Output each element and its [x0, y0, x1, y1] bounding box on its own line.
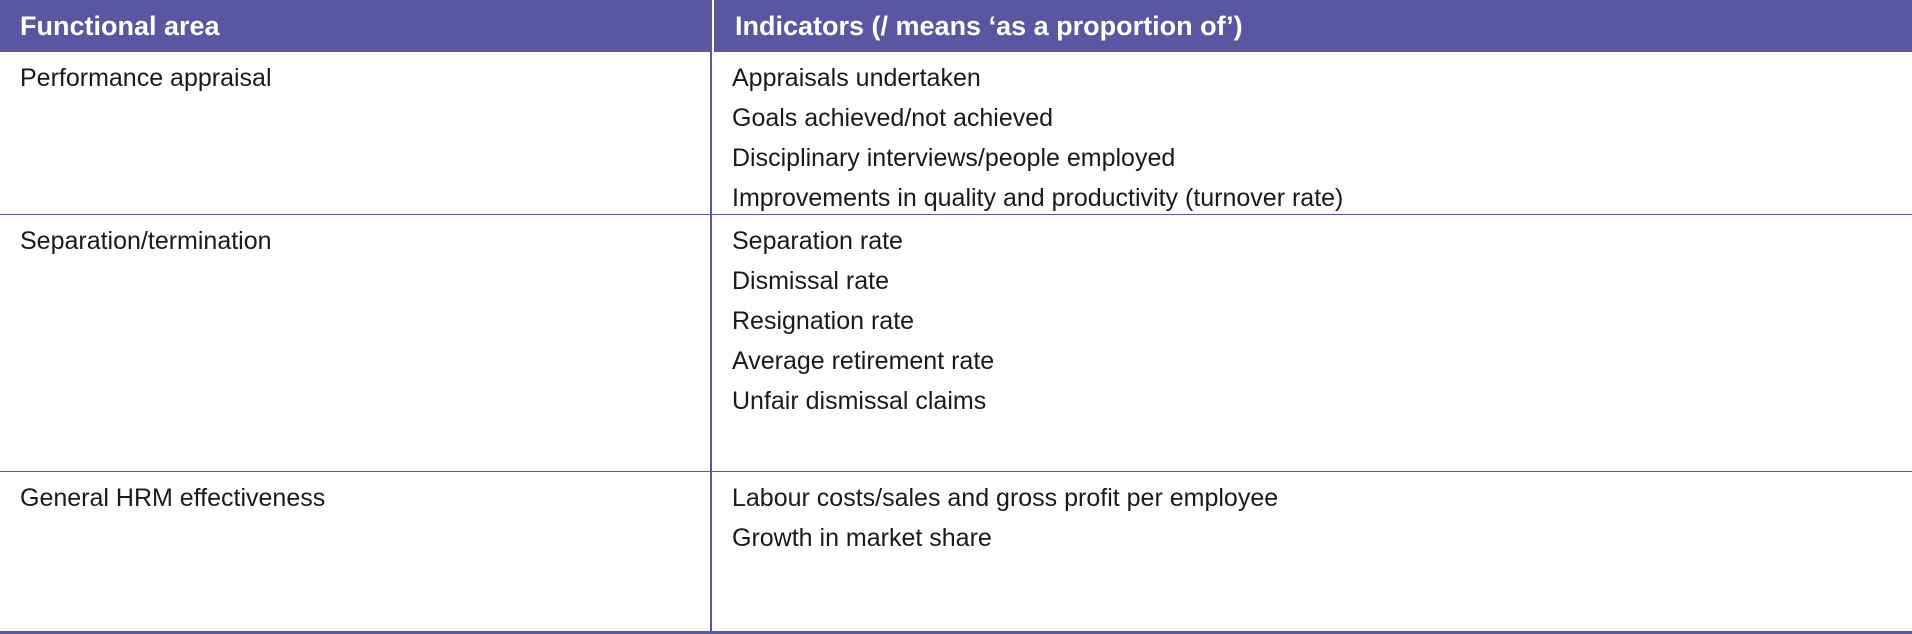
- indicator-item: Appraisals undertaken: [732, 64, 981, 92]
- indicator-item: Average retirement rate: [732, 347, 995, 375]
- indicator-item: Dismissal rate: [732, 267, 889, 295]
- functional-area-cell: Performance appraisal: [0, 52, 712, 214]
- table-header: Functional area Indicators (/ means ‘as …: [0, 0, 1912, 52]
- indicator-item: Unfair dismissal claims: [732, 387, 987, 415]
- indicator-item: Goals achieved/not achieved: [732, 104, 1054, 132]
- indicators-cell: Separation rate Dismissal rate Resignati…: [712, 215, 1912, 471]
- indicator-item: Disciplinary interviews/people employed: [732, 144, 1176, 172]
- indicator-item: Growth in market share: [732, 524, 992, 552]
- table-row: General HRM effectiveness Labour costs/s…: [0, 472, 1912, 634]
- header-indicators: Indicators (/ means ‘as a proportion of’…: [712, 0, 1912, 52]
- header-functional-area: Functional area: [20, 10, 220, 41]
- indicator-item: Labour costs/sales and gross profit per …: [732, 484, 1279, 512]
- indicator-item: Improvements in quality and productivity…: [732, 184, 1344, 212]
- functional-area-cell: Separation/termination: [0, 215, 712, 471]
- indicator-item: Separation rate: [732, 227, 903, 255]
- indicators-cell: Appraisals undertaken Goals achieved/not…: [712, 52, 1912, 214]
- table-row: Separation/termination Separation rate D…: [0, 215, 1912, 472]
- table-row: Performance appraisal Appraisals underta…: [0, 52, 1912, 215]
- functional-area-cell: General HRM effectiveness: [0, 472, 712, 631]
- indicator-item: Resignation rate: [732, 307, 915, 335]
- indicators-cell: Labour costs/sales and gross profit per …: [712, 472, 1912, 631]
